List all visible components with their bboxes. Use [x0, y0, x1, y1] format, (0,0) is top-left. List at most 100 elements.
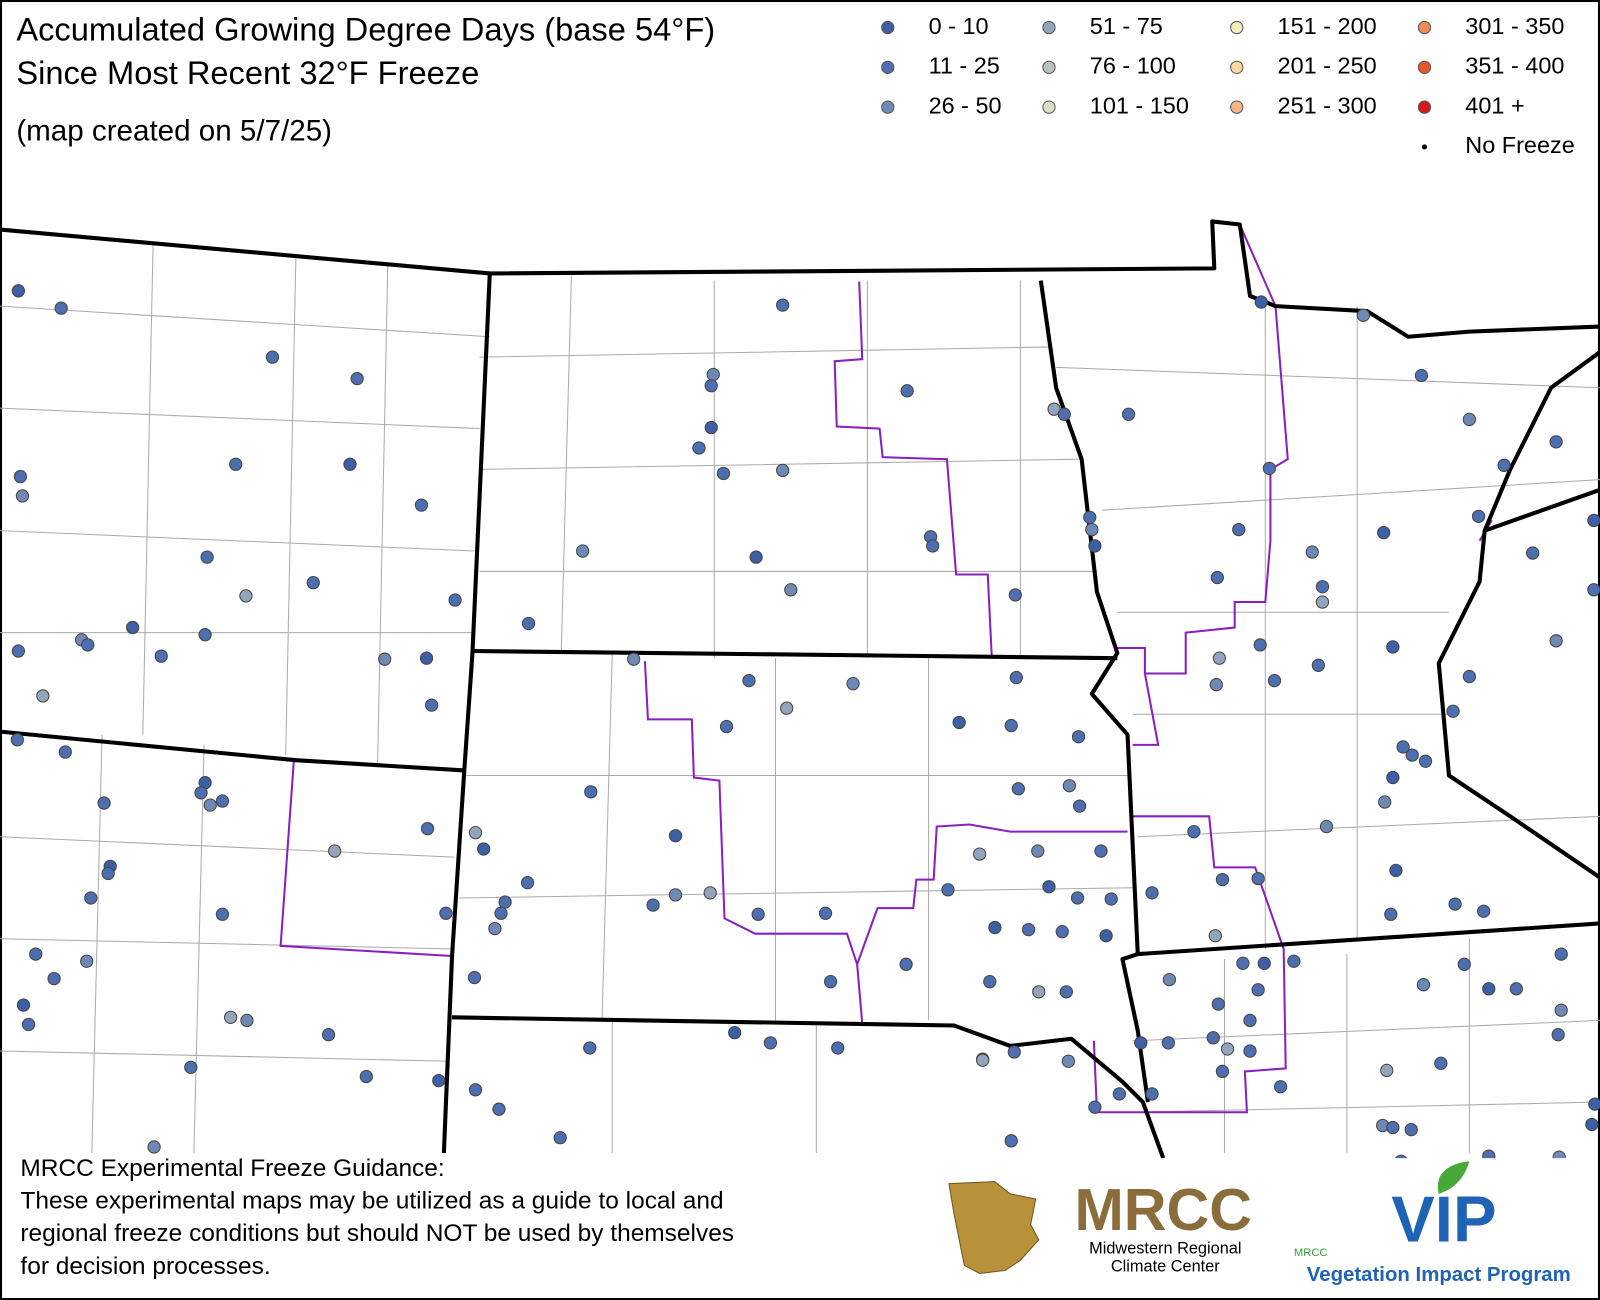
station-dot [1386, 640, 1400, 654]
station-dot [1253, 638, 1267, 652]
station-dot [1099, 929, 1113, 943]
station-dot [988, 920, 1002, 935]
county-lines [0, 244, 1600, 1154]
station-dot [203, 798, 217, 812]
station-dot [1405, 748, 1419, 762]
legend-swatch [1042, 20, 1056, 35]
station-dot [1104, 892, 1118, 906]
midwest-icon [948, 1181, 1040, 1274]
station-dot [494, 906, 508, 920]
station-dot [1070, 891, 1085, 905]
station-dot [468, 1083, 483, 1097]
legend-label: 351 - 400 [1465, 53, 1564, 79]
station-dot [776, 463, 790, 478]
station-dot [1251, 871, 1265, 886]
legend-swatch [1230, 60, 1244, 74]
station-dot [583, 1041, 597, 1055]
station-dot [1243, 1013, 1257, 1028]
station-dot [823, 975, 838, 989]
station-dot [36, 689, 50, 703]
station-dot [1416, 978, 1431, 992]
station-dot [742, 673, 756, 688]
station-dot [1457, 957, 1471, 971]
station-dot [350, 371, 364, 386]
station-dot [1085, 522, 1099, 537]
legend-label: 11 - 25 [929, 53, 1000, 79]
station-dot [1377, 526, 1391, 540]
station-dot [1206, 1031, 1220, 1045]
station-dot [154, 649, 168, 663]
station-dot [306, 576, 320, 590]
legend-swatch [1042, 100, 1056, 114]
station-dot [703, 886, 717, 900]
station-dot [900, 384, 914, 398]
station-dot [1009, 670, 1023, 685]
station-dot [1211, 997, 1225, 1011]
station-dot [1121, 407, 1136, 421]
station-dot [952, 715, 966, 730]
station-dot [776, 298, 790, 312]
station-dot [780, 701, 794, 715]
station-dot [126, 620, 140, 635]
station-dot [1059, 985, 1073, 999]
station-dot [425, 698, 439, 712]
station-dot [1434, 1056, 1448, 1070]
station-dot [1378, 795, 1392, 809]
legend-label: No Freeze [1465, 132, 1575, 158]
station-dot [749, 550, 763, 564]
station-dot [468, 826, 483, 840]
station-dot [704, 379, 718, 393]
station-dot [21, 1017, 36, 1032]
station-dot [432, 1073, 446, 1088]
station-dot [194, 786, 208, 800]
station-dot [899, 957, 913, 971]
station-dot [716, 466, 731, 481]
station-dot [29, 947, 43, 961]
station-dot [1315, 595, 1330, 609]
subtitle: (map created on 5/7/25) [16, 114, 332, 147]
station-dot [265, 350, 280, 364]
legend-swatch [1042, 60, 1056, 74]
station-dot [1088, 1100, 1102, 1114]
legend: 0 - 10 11 - 25 26 - 50 51 - 75 76 - 100 101 -… [881, 13, 1575, 158]
station-dot [54, 301, 68, 315]
station-dot [1497, 458, 1511, 472]
station-dot [1161, 1036, 1175, 1050]
station-dot [10, 733, 24, 747]
station-dot [15, 489, 30, 503]
region-lines [279, 224, 1493, 1114]
station-dot [1386, 1120, 1400, 1135]
footer-line: regional freeze conditions but should NO… [20, 1220, 734, 1247]
station-dot [1088, 539, 1102, 553]
station-dot [1209, 678, 1223, 692]
station-dot [1254, 295, 1268, 309]
station-dot [13, 469, 28, 484]
station-dot [1061, 1054, 1075, 1068]
station-dot [784, 583, 798, 597]
station-dot [692, 441, 706, 455]
title-line-1: Accumulated Growing Degree Days (base 54… [16, 10, 715, 47]
station-dot [1134, 1036, 1148, 1050]
station-dot [1236, 956, 1250, 970]
station-dot [1251, 983, 1265, 997]
station-dot [1551, 1028, 1565, 1042]
station-dot [1162, 972, 1177, 987]
station-dot [1305, 545, 1319, 559]
station-dot [1215, 872, 1230, 887]
station-dot [1011, 782, 1025, 796]
vip-small: MRCC [1294, 1247, 1328, 1259]
station-dot [477, 842, 491, 856]
legend-label: 301 - 350 [1465, 13, 1564, 39]
station-dot [719, 719, 734, 734]
station-dot [1032, 985, 1046, 999]
station-dot [1380, 1063, 1394, 1078]
station-dot [492, 1102, 506, 1116]
station-dot [215, 794, 230, 808]
station-dot [1004, 1134, 1018, 1148]
station-dot [11, 644, 26, 658]
station-dot [627, 652, 641, 666]
station-dot [81, 638, 95, 652]
station-dot [97, 796, 111, 810]
station-dot [1004, 718, 1018, 733]
